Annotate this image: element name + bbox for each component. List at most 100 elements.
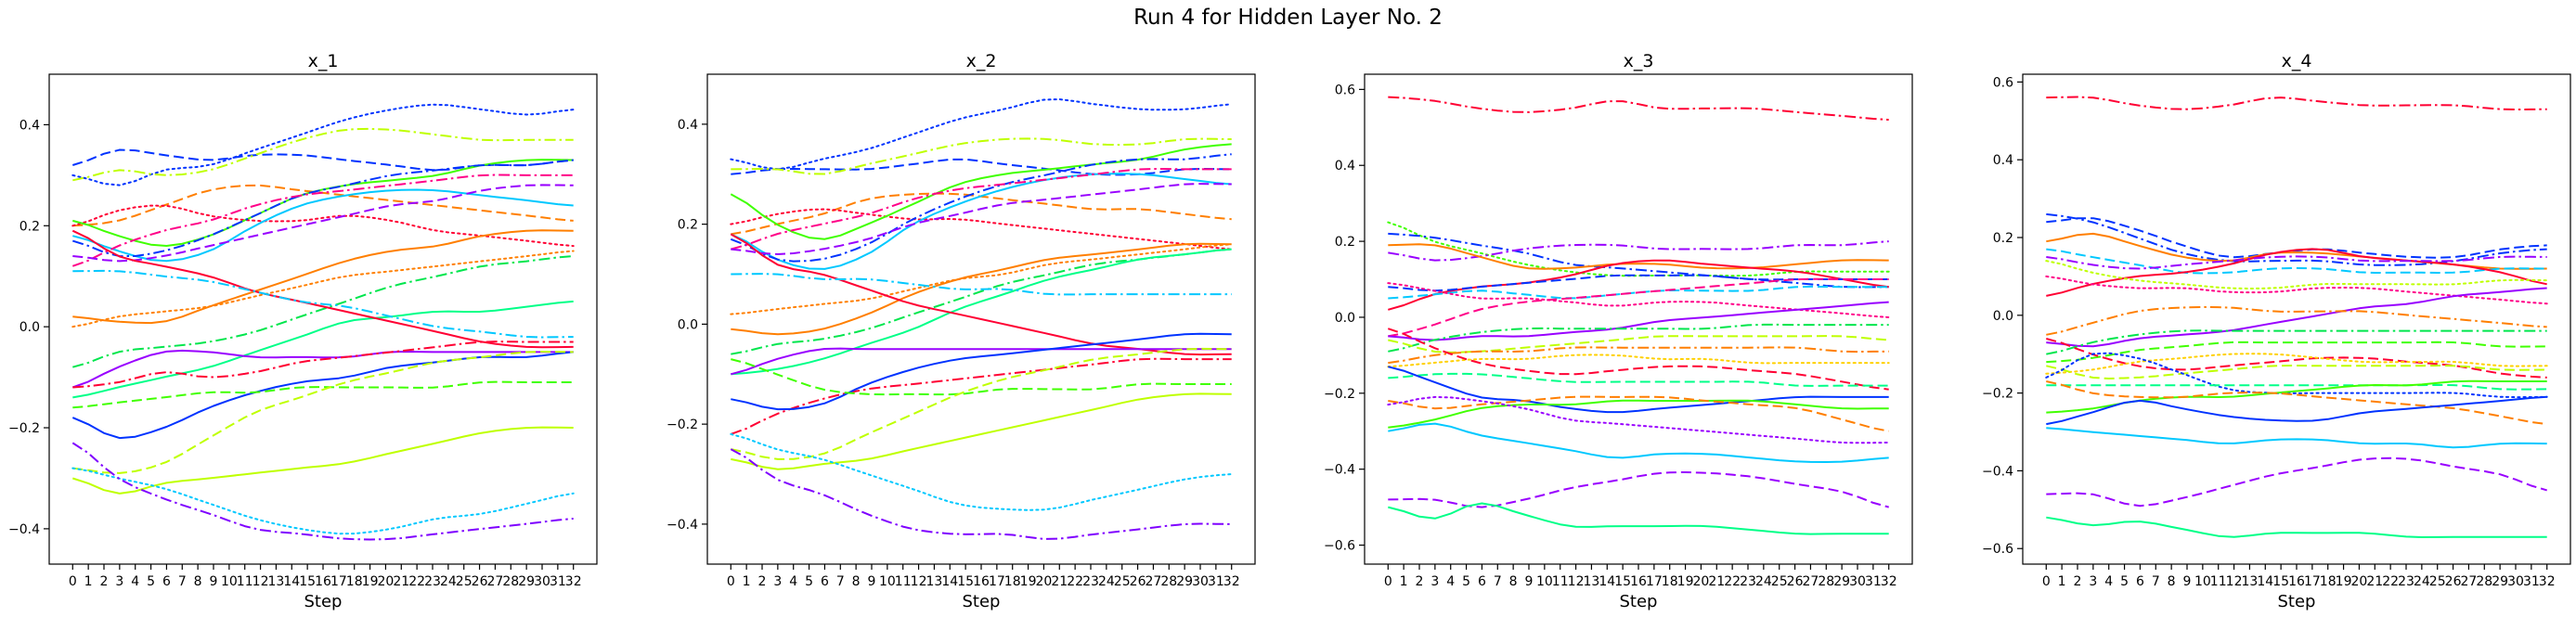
series-line-15 [2045, 353, 2548, 375]
x-tick-label: 10 [879, 574, 896, 589]
x-tick-label: 18 [2320, 574, 2337, 589]
series-line-7 [1388, 274, 1889, 292]
series-line-8 [2045, 260, 2548, 289]
x-tick-label: 17 [1646, 574, 1663, 589]
x-tick-label: 9 [210, 574, 218, 589]
series-line-24 [1388, 502, 1889, 535]
x-tick-label: 19 [362, 574, 379, 589]
x-tick-label: 13 [926, 574, 943, 589]
series-line-16 [731, 273, 1232, 296]
series-line-24 [71, 442, 574, 541]
series-line-15 [730, 233, 1232, 356]
plot-frame [1364, 73, 1913, 565]
x-tick-label: 7 [178, 574, 187, 589]
series-line-23 [2046, 456, 2547, 508]
series-line-2 [731, 158, 1232, 176]
series-line-21 [731, 347, 1232, 460]
x-tick-label: 17 [330, 574, 347, 589]
x-tick-label: 26 [1787, 574, 1804, 589]
subplot-title: x_4 [2282, 51, 2312, 71]
x-tick-label: 8 [194, 574, 202, 589]
series-line-10 [1388, 277, 1889, 338]
x-tick-label: 0 [727, 574, 735, 589]
x-tick-label: 18 [346, 574, 363, 589]
x-tick-label: 3 [773, 574, 782, 589]
x-tick-label: 24 [440, 574, 457, 589]
x-tick-label: 19 [1677, 574, 1694, 589]
x-tick-label: 31 [550, 574, 566, 589]
series-line-8 [71, 159, 574, 258]
x-tick-label: 26 [2445, 574, 2462, 589]
x-tick-label: 10 [221, 574, 238, 589]
x-tick-label: 7 [1494, 574, 1502, 589]
series-line-23 [71, 467, 575, 535]
series-line-18 [730, 357, 1232, 435]
series-line-12 [730, 243, 1233, 315]
series-line-17 [1388, 372, 1889, 387]
x-tick-label: 24 [1098, 574, 1115, 589]
series-line-5 [1388, 243, 1889, 270]
x-tick-label: 4 [2104, 574, 2113, 589]
x-tick-label: 25 [2429, 574, 2446, 589]
x-tick-label: 0 [2042, 574, 2051, 589]
x-tick-label: 30 [1192, 574, 1209, 589]
x-tick-label: 9 [1525, 574, 1534, 589]
x-tick-label: 29 [518, 574, 535, 589]
series-line-2 [1387, 221, 1890, 277]
x-tick-label: 2 [100, 574, 109, 589]
x-tick-label: 14 [941, 574, 958, 589]
y-tick-label: −0.4 [1324, 463, 1355, 478]
x-tick-label: 1 [1400, 574, 1408, 589]
x-tick-label: 2 [1416, 574, 1424, 589]
x-axis-label: Step [2278, 592, 2316, 611]
x-tick-label: 14 [1599, 574, 1615, 589]
series-line-6 [730, 143, 1232, 240]
x-tick-label: 14 [283, 574, 300, 589]
x-tick-label: 20 [1693, 574, 1710, 589]
series-line-23 [730, 432, 1233, 511]
x-tick-label: 1 [84, 574, 93, 589]
x-tick-label: 2 [2074, 574, 2082, 589]
series-line-12 [2046, 329, 2547, 355]
series-line-18 [1388, 366, 1889, 414]
series-line-19 [71, 351, 574, 440]
x-tick-label: 26 [472, 574, 488, 589]
series-line-16 [72, 269, 574, 339]
x-tick-label: 0 [1384, 574, 1392, 589]
x-tick-label: 21 [2366, 574, 2383, 589]
x-tick-label: 19 [2336, 574, 2352, 589]
x-tick-label: 3 [2089, 574, 2097, 589]
x-tick-label: 27 [2461, 574, 2478, 589]
figure-title: Run 4 for Hidden Layer No. 2 [1133, 6, 1443, 30]
x-tick-label: 25 [456, 574, 472, 589]
subplot-1: x_1−0.4−0.20.00.20.40 1 2 3 4 5 6 7 8 9 10 11 12 13 14… [8, 51, 598, 611]
series-line-7 [730, 173, 1232, 270]
series-line-10 [2046, 287, 2547, 348]
series-line-7 [2046, 255, 2547, 270]
series-line-11 [1388, 301, 1889, 341]
x-tick-label: 16 [973, 574, 990, 589]
x-tick-label: 31 [1865, 574, 1882, 589]
x-tick-label: 27 [1146, 574, 1162, 589]
y-tick-label: −0.4 [667, 518, 698, 533]
x-tick-label: 12 [1568, 574, 1585, 589]
series-line-11 [2046, 305, 2547, 336]
subplot-title: x_1 [308, 51, 339, 71]
x-tick-label: 1 [2058, 574, 2066, 589]
x-tick-label: 12 [252, 574, 269, 589]
y-tick-label: 0.6 [1993, 75, 2013, 90]
y-tick-label: −0.6 [1982, 542, 2013, 557]
x-tick-label: 8 [2168, 574, 2176, 589]
x-tick-label: 22 [2382, 574, 2399, 589]
x-tick-label: 5 [1462, 574, 1470, 589]
x-tick-label: 11 [237, 574, 253, 589]
y-tick-label: 0.4 [1993, 153, 2013, 168]
y-tick-label: 0.2 [19, 219, 40, 234]
x-tick-label: 3 [1430, 574, 1439, 589]
x-tick-label: 25 [1771, 574, 1788, 589]
series-line-15 [71, 229, 574, 349]
series-line-13 [731, 248, 1232, 355]
series-line-9 [731, 168, 1232, 251]
x-tick-label: 6 [2136, 574, 2144, 589]
